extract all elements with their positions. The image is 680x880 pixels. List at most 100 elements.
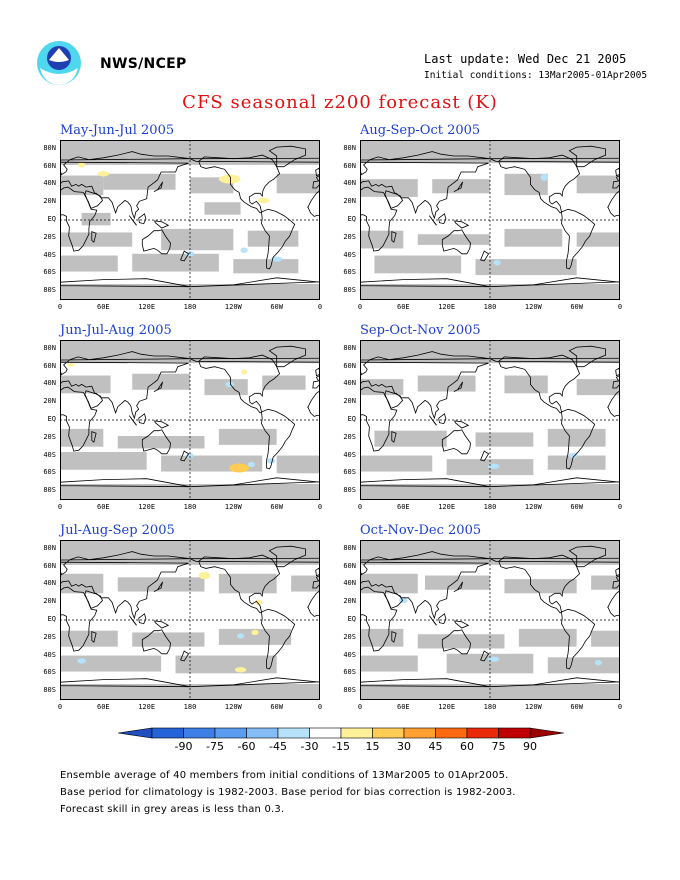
panel-title-6: Oct-Nov-Dec 2005: [360, 523, 482, 538]
lat-label: 20S: [43, 232, 56, 241]
panel-title-4: Sep-Oct-Nov 2005: [360, 323, 481, 338]
lon-label: 60E: [97, 703, 110, 711]
lat-label: 60N: [43, 561, 56, 570]
note-base-period: Base period for climatology is 1982-2003…: [60, 787, 516, 798]
panel-title-2: Aug-Sep-Oct 2005: [360, 123, 481, 138]
colorbar-label: -60: [237, 740, 256, 753]
colorbar-swatch: [214, 727, 247, 739]
map-panel-4: [360, 340, 620, 500]
lon-label: 0: [357, 503, 363, 511]
lat-label: 60S: [343, 468, 356, 477]
lat-label: 60S: [43, 668, 56, 677]
lat-label: 20N: [343, 597, 356, 606]
lat-label: 20S: [343, 632, 356, 641]
lat-label: EQ: [47, 415, 56, 423]
colorbar-swatch: [498, 727, 531, 739]
colorbar-label: -15: [332, 740, 350, 753]
colorbar-label: -90: [174, 740, 193, 753]
lat-label: 80N: [43, 343, 56, 352]
lat-label: 60S: [343, 268, 356, 277]
note-ensemble: Ensemble average of 40 members from init…: [60, 770, 509, 781]
lon-label: 60W: [570, 503, 583, 511]
lat-label: 40N: [43, 379, 56, 388]
colorbar-swatch: [277, 727, 310, 739]
organization-name: NWS/NCEP: [100, 56, 187, 72]
lat-label: 80S: [343, 286, 356, 295]
lon-label: 60E: [397, 503, 410, 511]
lon-label: 120E: [438, 303, 456, 311]
lon-label: 120E: [438, 503, 456, 511]
lon-label: 0: [317, 703, 323, 711]
lat-label: EQ: [347, 415, 356, 423]
lat-label: 20S: [343, 232, 356, 241]
panel-title-3: Jun-Jul-Aug 2005: [60, 323, 172, 338]
lat-label: 20N: [343, 397, 356, 406]
noaa-logo: [37, 41, 81, 85]
lon-label: 60W: [570, 703, 583, 711]
lat-label: 40S: [43, 450, 56, 459]
lat-label: 60S: [43, 268, 56, 277]
lon-label: 120W: [224, 703, 242, 711]
colorbar-swatch: [183, 727, 216, 739]
lat-label: 80S: [343, 686, 356, 695]
colorbar-high-arrow: [529, 727, 564, 739]
lon-label: 120E: [438, 703, 456, 711]
colorbar-label: 60: [460, 740, 474, 753]
lat-label: 80N: [343, 543, 356, 552]
lat-label: 80S: [43, 286, 56, 295]
lon-label: 60E: [397, 303, 410, 311]
lon-label: 120W: [524, 703, 542, 711]
colorbar-label: 45: [428, 740, 443, 753]
map-panel-2: [360, 140, 620, 300]
colorbar-swatch: [435, 727, 468, 739]
lat-label: 20S: [43, 632, 56, 641]
lon-label: 60W: [270, 503, 283, 511]
colorbar: [118, 727, 564, 739]
colorbar-label: 90: [523, 740, 537, 753]
lat-label: 80S: [43, 486, 56, 495]
lon-label: 180: [483, 303, 497, 311]
lon-label: 0: [357, 303, 363, 311]
lat-label: 80N: [43, 143, 56, 152]
lat-label: 40N: [43, 179, 56, 188]
lat-label: 40S: [343, 250, 356, 259]
colorbar-swatch: [372, 727, 405, 739]
lat-label: 60S: [43, 468, 56, 477]
last-update: Last update: Wed Dec 21 2005: [424, 52, 627, 66]
lon-label: 180: [183, 303, 197, 311]
colorbar-swatch: [403, 727, 436, 739]
lon-label: 120E: [138, 503, 156, 511]
lat-label: 40N: [343, 379, 356, 388]
lat-label: 20N: [343, 197, 356, 206]
panel-title-5: Jul-Aug-Sep 2005: [60, 523, 175, 538]
colorbar-swatch: [151, 727, 184, 739]
lon-label: 60W: [270, 303, 283, 311]
lon-label: 0: [617, 703, 623, 711]
lat-label: 20N: [43, 597, 56, 606]
lon-label: 180: [183, 703, 197, 711]
lat-label: 60N: [43, 361, 56, 370]
map-panel-1: [60, 140, 320, 300]
lat-label: 40S: [343, 650, 356, 659]
lon-label: 60E: [397, 703, 410, 711]
note-skill: Forecast skill in grey areas is less tha…: [60, 804, 285, 815]
lat-label: EQ: [47, 215, 56, 223]
lat-label: EQ: [347, 215, 356, 223]
lat-label: 20N: [43, 397, 56, 406]
lon-label: 180: [483, 503, 497, 511]
colorbar-labels: -90 -75 -60 -45 -30 -15 15 30 45 60 75 90: [130, 740, 550, 754]
lat-label: 60N: [343, 161, 356, 170]
lon-label: 60E: [97, 503, 110, 511]
lon-label: 120W: [224, 303, 242, 311]
lon-label: 60W: [270, 703, 283, 711]
lat-label: 40N: [43, 579, 56, 588]
colorbar-label: 30: [397, 740, 411, 753]
lon-label: 120W: [224, 503, 242, 511]
map-panel-5: [60, 540, 320, 700]
page-title: CFS seasonal z200 forecast (K): [182, 92, 498, 113]
colorbar-label: -45: [269, 740, 287, 753]
lat-label: 40S: [43, 650, 56, 659]
lat-label: 60S: [343, 668, 356, 677]
lat-label: 80N: [43, 543, 56, 552]
lat-label: 40N: [343, 579, 356, 588]
